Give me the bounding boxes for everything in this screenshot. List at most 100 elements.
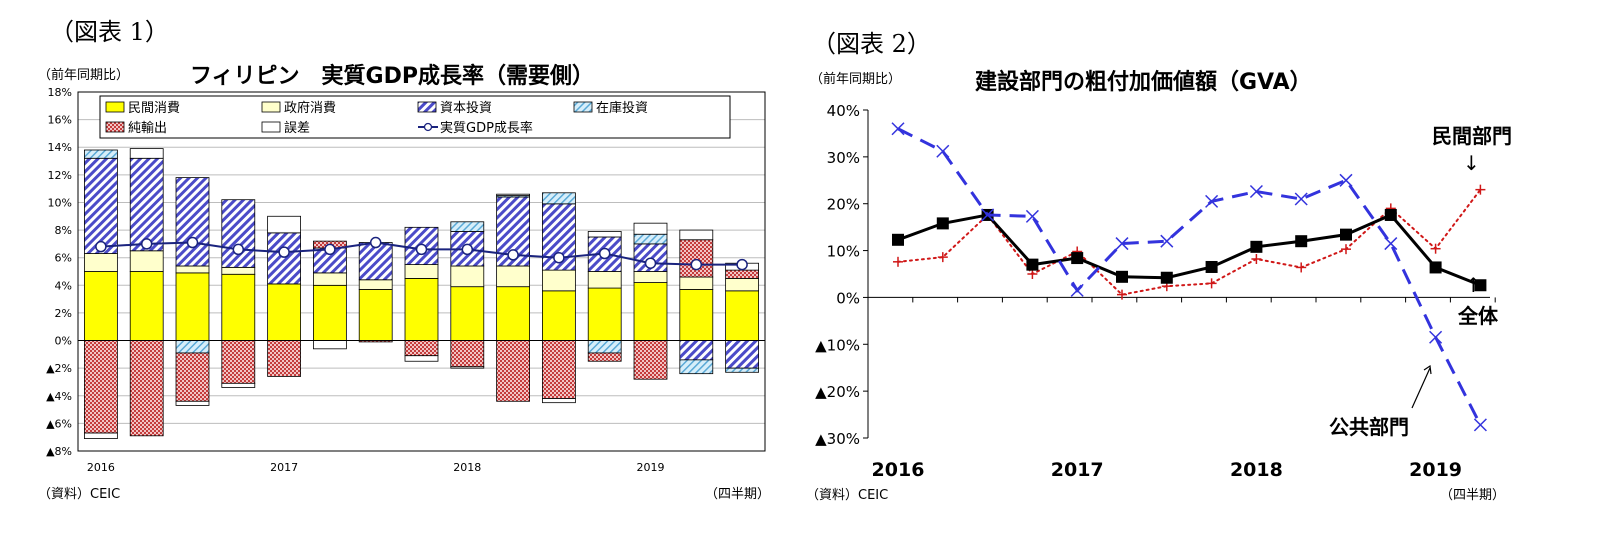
chart1-source: （資料）CEIC: [38, 487, 121, 502]
chart1-bar-segment: [267, 283, 301, 341]
chart2-y-tick-label: ▲10%: [815, 336, 860, 354]
chart1-legend-label: 実質GDP成長率: [440, 120, 533, 136]
chart1-legend-label: 民間消費: [128, 101, 180, 116]
chart1-bar-segment: [633, 271, 668, 283]
chart1-bar-segment: [450, 340, 485, 368]
chart2-public-marker: [1115, 237, 1129, 251]
chart2-public-marker: [1473, 418, 1487, 432]
chart2-title: 建設部門の粗付加価値額（GVA）: [975, 70, 1312, 95]
chart1-bar-segment: [129, 340, 164, 437]
chart1-bar-segment: [587, 340, 622, 354]
chart2-total-marker: [1295, 235, 1308, 248]
chart1-bar-segment: [633, 233, 668, 245]
chart1-bar-segment: [679, 239, 714, 278]
chart1-bar-segment: [129, 250, 164, 272]
chart1-bar-segment: [450, 286, 485, 341]
chart1-bar-segment: [496, 286, 530, 341]
chart1-legend-swatch: [105, 121, 125, 133]
chart1-y-tick-label: 4%: [55, 279, 72, 292]
annotation-private-arrow: ↓: [1463, 151, 1480, 175]
chart1-gdp-point: [140, 238, 153, 250]
chart2-public-marker: [1294, 192, 1308, 206]
chart1-bar-segment: [725, 278, 759, 292]
chart2-public-marker: [891, 122, 905, 136]
annotation-total: 全体: [1458, 304, 1498, 328]
chart1-gdp-point: [736, 258, 748, 271]
chart2-public-arrowhead: [1423, 364, 1432, 375]
chart1-bar-segment: [175, 265, 210, 274]
chart1-bar-segment: [84, 432, 118, 439]
chart1-x-tick-label: 2017: [270, 461, 298, 474]
annotation-private: 民間部門: [1432, 124, 1512, 148]
chart1-bar-segment: [129, 157, 164, 252]
chart2-x-tick-label: 2017: [1051, 459, 1104, 481]
chart1-y-tick-label: 8%: [55, 224, 72, 237]
chart1-gdp-point: [369, 236, 382, 249]
chart1-y-tick-label: 6%: [55, 252, 72, 265]
chart1-bar-segment: [725, 290, 759, 341]
chart1-bar-segment: [679, 289, 714, 341]
chart1-bar-segment: [542, 398, 576, 404]
chart2-x-tick-label: 2016: [872, 459, 925, 481]
chart1-gdp-point: [186, 236, 199, 249]
chart1-bar-segment: [358, 242, 393, 281]
chart1-bar-segment: [404, 340, 439, 357]
chart2-y-tick-label: ▲30%: [815, 430, 860, 448]
chart1-plot: ▲8% ▲6% ▲4% ▲2% 0% 2% 4% 6% 8% 10% 12% 14% 16% 18% 201…: [46, 86, 766, 474]
chart1-bar-segment: [313, 340, 347, 350]
chart1-bar-segment: [450, 221, 485, 232]
chart1-bar-segment: [725, 367, 759, 373]
chart1-bar-segment: [542, 269, 576, 292]
chart1-bar-segment: [221, 199, 256, 268]
chart2-y-tick-label: 20%: [827, 196, 860, 214]
chart1-legend-swatch: [105, 101, 125, 113]
chart1-gdp-point: [507, 249, 519, 261]
chart1-gdp-point: [690, 258, 703, 271]
chart2-period-note: （四半期）: [1440, 488, 1506, 503]
chart1-gdp-point: [95, 240, 107, 253]
chart1-bar-segment: [679, 229, 714, 241]
chart2-private-line: [897, 188, 1482, 296]
chart2-unit-label: （前年同期比）: [810, 72, 902, 87]
chart2-public-marker: [1429, 330, 1443, 344]
chart1-y-tick-label: ▲2%: [46, 362, 72, 375]
chart1-bar-segment: [587, 287, 622, 341]
chart1-bar-segment: [542, 203, 576, 271]
chart1-gdp-point: [324, 243, 336, 256]
chart2-total-marker: [1340, 228, 1352, 241]
chart1-bar-segment: [175, 352, 210, 402]
chart1-bar-segment: [404, 278, 439, 341]
chart2-public-marker: [1384, 237, 1398, 251]
chart2-total-marker: [1071, 252, 1084, 265]
chart1-title: フィリピン 実質GDP成長率（需要側）: [190, 64, 595, 89]
chart1-bar-segment: [84, 149, 118, 159]
chart1-bar-segment: [633, 282, 668, 341]
chart1-legend-label: 政府消費: [284, 101, 336, 116]
chart1-bar-segment: [175, 340, 210, 354]
chart1-legend-label: 純輸出: [128, 121, 167, 136]
figure-2-label: （図表 2）: [812, 30, 931, 58]
chart1-bar-segment: [313, 272, 347, 286]
chart2-y-tick-label: 40%: [827, 102, 860, 120]
chart1-x-tick-label: 2019: [637, 461, 665, 474]
chart2-total-marker: [1026, 258, 1039, 271]
chart2-plot: ▲30% ▲20% ▲10% 0% 10% 20% 30% 40% 2016 2017 2018 20…: [815, 102, 1496, 481]
chart1-bar-segment: [84, 271, 118, 341]
chart1-bar-segment: [496, 265, 530, 288]
chart1-bar-segment: [221, 273, 256, 341]
chart2-total-marker: [1116, 270, 1128, 283]
chart2-public-marker: [936, 144, 950, 158]
chart2-total-marker: [1474, 279, 1487, 292]
chart1-bar-segment: [725, 269, 759, 279]
chart1-bar-segment: [358, 289, 393, 341]
chart1-gdp-point: [278, 246, 290, 258]
chart1-legend-box: [99, 95, 731, 139]
chart1-bar-segment: [587, 271, 622, 289]
chart2-total-line: [897, 213, 1481, 287]
chart2-public-line: [897, 127, 1482, 426]
chart1-bar-segment: [129, 148, 164, 159]
chart2-y-tick-label: 30%: [827, 149, 860, 167]
chart2-total-marker: [1250, 240, 1263, 253]
chart1-bar-segment: [496, 193, 530, 196]
